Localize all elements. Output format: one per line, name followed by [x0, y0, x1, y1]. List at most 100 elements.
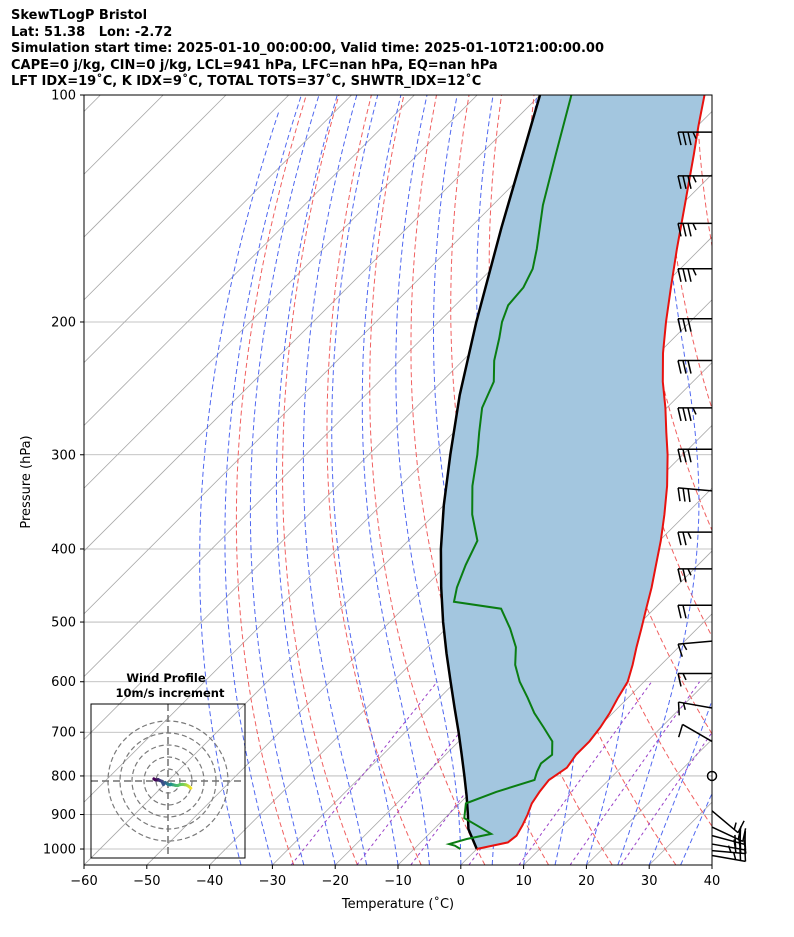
wind-barb-feather [737, 820, 745, 834]
temperature-line [476, 95, 706, 850]
isotherm-line [523, 676, 712, 865]
wind-barb-feather [677, 673, 682, 687]
wind-barb-feather [742, 828, 747, 842]
wind-barb-feather [692, 131, 697, 139]
isotherm-line [84, 95, 415, 426]
wind-barb-feather [677, 318, 682, 332]
isotherm-line [84, 95, 227, 238]
wind-barb-feather [687, 488, 691, 503]
moist-adiabat-line [224, 95, 302, 865]
y-tick-label: 800 [51, 769, 76, 784]
y-tick-label: 200 [51, 315, 76, 330]
moist-adiabat-line [199, 110, 280, 865]
isotherm-line [84, 95, 541, 552]
wind-barb-feather [692, 223, 697, 231]
wind-barb-feather [733, 852, 737, 860]
isotherm-line [775, 95, 794, 865]
mixing-ratio-line [356, 681, 500, 865]
wind-barb-feather [682, 131, 687, 146]
mixing-ratio-line [518, 681, 653, 865]
cape-line: CAPE=0 j/kg, CIN=0 j/kg, LCL=941 hPa, LF… [11, 57, 498, 73]
inset-subtitle: 10m/s increment [116, 686, 225, 700]
wind-barb-feather [682, 568, 687, 582]
wind-barbs [677, 131, 747, 863]
shaded-region [440, 95, 705, 849]
dry-adiabat-line [729, 95, 794, 865]
index-line: LFT IDX=19˚C, K IDX=9˚C, TOTAL TOTS=37˚C… [11, 74, 482, 89]
parcel-line [439, 95, 542, 850]
wind-barb-feather [692, 175, 697, 183]
y-tick-label: 700 [51, 726, 76, 741]
x-tick-label: 30 [641, 874, 658, 889]
x-tick-label: −30 [259, 874, 286, 889]
moist-adiabat-line [433, 95, 495, 865]
wind-barb-feather [687, 131, 692, 146]
wind-barb-feather [677, 268, 682, 282]
wind-barb-feather [687, 407, 692, 422]
y-tick-label: 900 [51, 808, 76, 823]
wind-barb-feather [677, 605, 682, 619]
wind-barb-feather [687, 531, 692, 539]
wind-barb-feather [677, 532, 682, 546]
isotherm-line [84, 95, 478, 489]
isotherm-line [84, 95, 290, 301]
axes: −60 −50 −40 −30 −20 −10 0 10 20 30 40 1000 900 800 700… [43, 89, 720, 890]
plot-content [84, 95, 794, 865]
wind-barb-feather [687, 223, 692, 237]
x-axis-label: Temperature (˚C) [341, 896, 454, 912]
wind-barb-feather [682, 702, 686, 711]
dewpoint-line [445, 95, 573, 850]
dry-adiabat-line [762, 95, 794, 865]
wind-profile-inset: Wind Profile 10m/s increment [90, 671, 246, 859]
moist-adiabat-line [680, 792, 712, 865]
wind-barb-feather [677, 223, 682, 237]
chart-header: SkewTLogP Bristol Lat: 51.38 Lon: -2.72 … [11, 8, 604, 91]
moist-adiabat-line [361, 95, 430, 865]
wind-barb-feather [682, 318, 687, 332]
wind-barb-feather [677, 568, 682, 582]
x-tick-label: 40 [704, 874, 721, 889]
wind-barb-feather [677, 407, 682, 422]
wind-barb-feather [682, 407, 687, 422]
wind-barb-feather [682, 175, 687, 190]
moist-adiabat-line [331, 95, 399, 865]
hodograph-segment [152, 777, 157, 782]
dry-adiabat-line [282, 95, 358, 865]
moist-adiabat-line [249, 95, 320, 865]
dry-adiabat-line [369, 95, 486, 865]
x-tick-label: 20 [578, 874, 595, 889]
wind-barb-feather [682, 532, 687, 546]
isotherm-line [711, 864, 712, 865]
moist-adiabat-line [302, 95, 368, 865]
x-tick-label: −10 [384, 874, 411, 889]
y-tick-label: 500 [51, 616, 76, 631]
wind-barb-feather [733, 822, 737, 830]
wind-barb-feather [682, 223, 687, 237]
dry-adiabat-line [663, 95, 712, 411]
wind-barb-feather [677, 487, 681, 502]
x-tick-label: −20 [321, 874, 348, 889]
wind-barb-calm [706, 770, 718, 782]
wind-barb-feather [682, 360, 687, 374]
wind-barb-feather [682, 488, 686, 502]
wind-barb-feather [677, 175, 682, 190]
x-tick-label: 10 [515, 874, 532, 889]
moist-adiabat-line [395, 95, 462, 865]
wind-barb-feather [687, 175, 692, 190]
wind-barb-feather [692, 268, 697, 276]
moist-adiabat-line [648, 699, 712, 865]
dry-adiabat-line [235, 95, 307, 865]
moist-adiabat-line [275, 95, 338, 865]
y-tick-label: 300 [51, 448, 76, 463]
isotherm-line [84, 95, 352, 364]
inset-frame [90, 703, 246, 859]
y-tick-label: 600 [51, 675, 76, 690]
y-tick-label: 1000 [43, 843, 76, 858]
wind-barb-feather [687, 568, 692, 576]
moist-adiabat-line [617, 95, 700, 865]
wind-barb-feather [677, 131, 682, 146]
wind-barb-feather [687, 449, 692, 463]
mixing-ratio-line [290, 681, 438, 865]
x-tick-label: −60 [70, 874, 97, 889]
wind-barb-feather [677, 360, 682, 374]
